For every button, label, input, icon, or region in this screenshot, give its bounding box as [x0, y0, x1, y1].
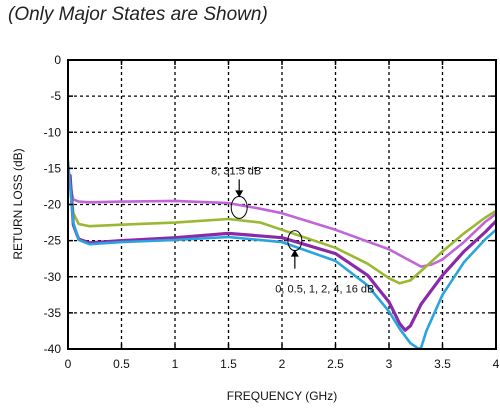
- series-line-1: [68, 185, 496, 268]
- x-axis-label: FREQUENCY (GHz): [227, 389, 337, 403]
- x-tick-label: 1.5: [220, 357, 237, 371]
- annotation-ellipse: [230, 195, 248, 219]
- x-tick-label: 1: [172, 357, 179, 371]
- y-tick-label: -5: [50, 89, 61, 103]
- chart-subtitle: (Only Major States are Shown): [8, 4, 268, 25]
- x-tick-label: 3.5: [434, 357, 451, 371]
- x-tick-label: 0.5: [113, 357, 130, 371]
- y-tick-label: -20: [44, 198, 62, 212]
- annotations: 8, 31.5 dB 0, 0.5, 1, 2, 4, 16 dB: [211, 165, 374, 295]
- annotation-arrowhead: [290, 249, 299, 257]
- annotation-label-upper: 8, 31.5 dB: [211, 165, 261, 177]
- annotation-arrowhead: [235, 190, 244, 198]
- y-tick-label: -30: [44, 270, 62, 284]
- y-tick-label: -15: [44, 161, 62, 175]
- y-tick-label: 0: [54, 53, 61, 67]
- x-tick-label: 2.5: [327, 357, 344, 371]
- y-tick-label: -10: [44, 125, 62, 139]
- series-line-3: [68, 174, 496, 332]
- y-tick-label: -35: [44, 306, 62, 320]
- y-axis-label: RETURN LOSS (dB): [11, 148, 25, 259]
- y-tick-label: -40: [44, 342, 62, 356]
- grid-lines: [68, 60, 496, 349]
- x-tick-label: 0: [65, 357, 72, 371]
- tick-labels: 0 0.5 1 1.5 2 2.5 3 3.5 4 0 -5 -10 -15 -20 -25 -30 -35 -4…: [44, 53, 500, 371]
- y-tick-label: -25: [44, 234, 62, 248]
- x-tick-label: 2: [279, 357, 286, 371]
- x-tick-label: 4: [493, 357, 500, 371]
- annotation-label-lower: 0, 0.5, 1, 2, 4, 16 dB: [275, 284, 374, 296]
- series-line-2: [68, 174, 496, 285]
- series-line-4: [68, 159, 496, 349]
- x-tick-label: 3: [386, 357, 393, 371]
- series-group: [68, 159, 496, 349]
